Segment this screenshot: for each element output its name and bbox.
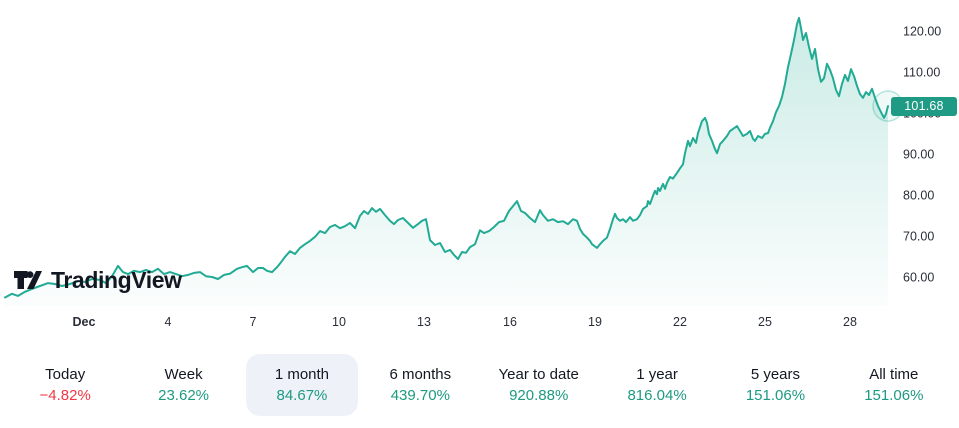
stat-label: 1 month <box>274 366 330 383</box>
x-axis-label: 10 <box>332 315 346 329</box>
stat-label: Week <box>164 366 203 383</box>
y-axis-label: 60.00 <box>903 270 934 284</box>
y-axis-label: 80.00 <box>903 188 934 202</box>
stat-6-months[interactable]: 6 months 439.70% <box>364 354 476 416</box>
x-axis-label: Dec <box>73 315 96 329</box>
stat-label: 5 years <box>750 366 801 383</box>
stat-1-year[interactable]: 1 year 816.04% <box>601 354 713 416</box>
tradingview-logo-text: TradingView <box>51 266 182 293</box>
x-axis-label: 7 <box>250 315 257 329</box>
stat-value: 920.88% <box>509 387 569 404</box>
stat-year-to-date[interactable]: Year to date 920.88% <box>483 354 595 416</box>
stat-label: All time <box>869 366 919 383</box>
y-axis-label: 90.00 <box>903 147 934 161</box>
stat-5-years[interactable]: 5 years 151.06% <box>719 354 831 416</box>
stat-label: 1 year <box>636 366 678 383</box>
performance-stats-row: Today −4.82% Week 23.62% 1 month 84.67% … <box>0 352 959 418</box>
stat-1-month[interactable]: 1 month 84.67% <box>245 354 359 416</box>
stat-value: 816.04% <box>627 387 687 404</box>
stat-label: 6 months <box>389 366 452 383</box>
chart-region: 120.00110.00100.0090.0080.0070.0060.00De… <box>0 0 959 345</box>
x-axis-label: 22 <box>673 315 687 329</box>
stat-week[interactable]: Week 23.62% <box>127 354 239 416</box>
stat-today[interactable]: Today −4.82% <box>9 354 121 416</box>
x-axis-label: 19 <box>588 315 602 329</box>
last-price-value: 101.68 <box>904 99 944 114</box>
last-price-badge: 101.68 <box>891 96 957 116</box>
y-axis-label: 120.00 <box>903 24 941 38</box>
tradingview-logo[interactable]: TradingView <box>13 264 182 296</box>
stat-value: 151.06% <box>745 387 806 404</box>
price-chart[interactable]: 120.00110.00100.0090.0080.0070.0060.00De… <box>0 0 959 345</box>
stat-value: 151.06% <box>864 387 924 404</box>
y-axis-label: 70.00 <box>903 229 934 243</box>
stat-label: Today <box>45 366 86 383</box>
y-axis-label: 110.00 <box>903 65 940 79</box>
stat-value: 84.67% <box>276 387 328 404</box>
x-axis-label: 16 <box>503 315 517 329</box>
x-axis-label: 4 <box>165 315 172 329</box>
tradingview-logo-icon <box>14 271 42 289</box>
stat-value: 439.70% <box>390 387 450 404</box>
stat-value: −4.82% <box>39 387 91 404</box>
x-axis-label: 25 <box>758 315 772 329</box>
price-line <box>4 16 889 299</box>
area-fill <box>5 17 888 307</box>
stat-value: 23.62% <box>158 387 209 404</box>
stat-label: Year to date <box>498 366 579 383</box>
stat-all-time[interactable]: All time 151.06% <box>838 354 950 416</box>
x-axis-label: 28 <box>843 315 857 329</box>
x-axis-label: 13 <box>417 315 431 329</box>
